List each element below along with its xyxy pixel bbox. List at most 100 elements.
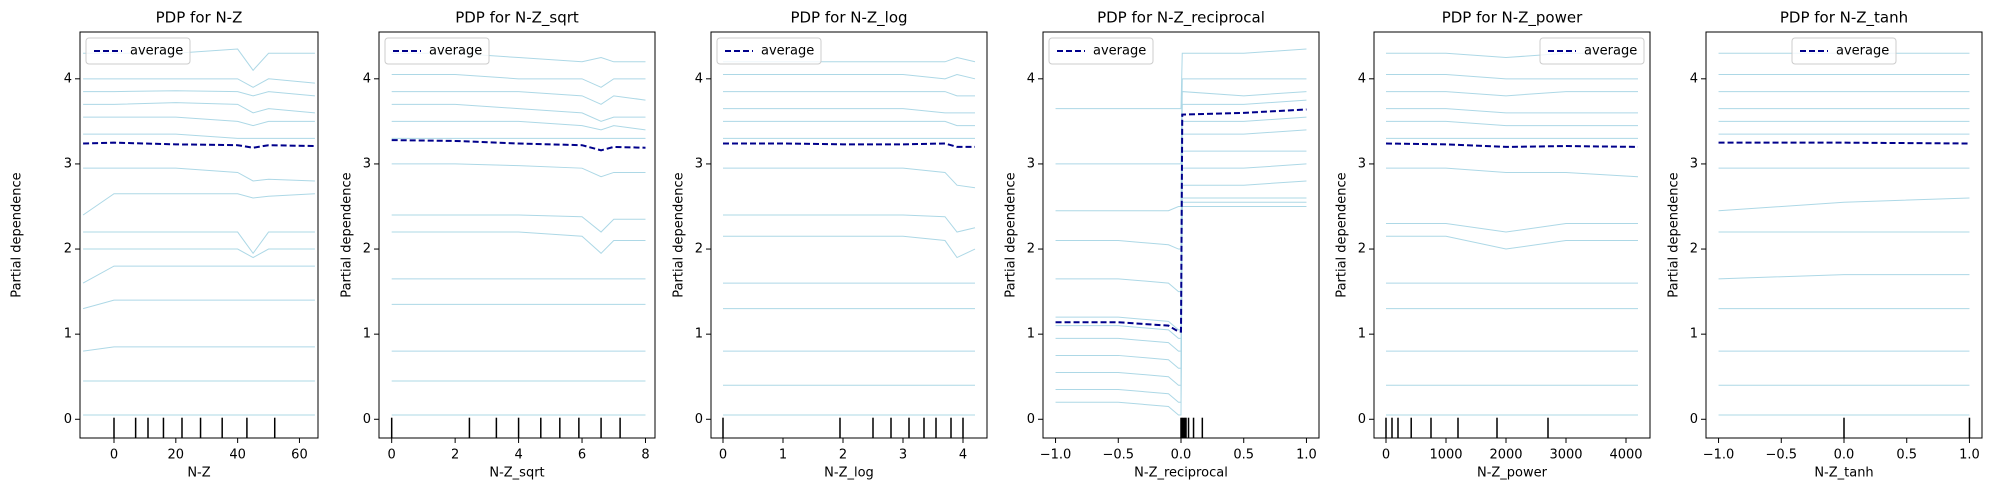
x-tick-label: 0.0 — [1834, 448, 1855, 463]
ice-line — [83, 90, 315, 97]
ice-line — [1718, 274, 1970, 280]
ice-line — [1386, 120, 1638, 127]
y-tick-label: 3 — [1690, 156, 1698, 171]
ice-line — [1386, 235, 1638, 250]
legend: average — [85, 37, 191, 65]
plot-area — [390, 52, 646, 438]
ice-line — [82, 265, 315, 284]
legend-label: average — [429, 44, 482, 59]
ice-line — [1055, 116, 1307, 293]
x-tick-label: 3 — [899, 448, 907, 463]
average-line — [1718, 141, 1970, 145]
subplot: PDP for N-Z_log N-Z_log Partial dependence… — [672, 9, 988, 481]
y-tick-label: 0 — [1690, 412, 1698, 427]
ice-line — [1386, 74, 1638, 80]
ice-line — [1386, 91, 1638, 97]
subplot: PDP for N-Z_sqrt N-Z_sqrt Partial dependen… — [340, 9, 656, 481]
subplot-title: PDP for N-Z_sqrt — [455, 9, 579, 28]
x-axis-label: N-Z — [187, 466, 210, 481]
y-tick-label: 1 — [1027, 327, 1035, 342]
ice-line — [1386, 223, 1638, 233]
y-tick-label: 1 — [1690, 327, 1698, 342]
x-tick-label: 1.0 — [1296, 448, 1317, 463]
legend-box — [716, 37, 822, 65]
ice-line — [83, 116, 315, 127]
ice-line — [1386, 167, 1639, 178]
ice-line — [723, 108, 975, 114]
y-tick-label: 3 — [363, 156, 371, 171]
ice-line — [1055, 78, 1307, 165]
y-axis-label: Partial dependence — [672, 172, 687, 297]
ice-line — [83, 133, 315, 139]
plot-area — [1385, 52, 1639, 438]
average-line — [391, 139, 646, 152]
y-axis-label: Partial dependence — [1335, 172, 1350, 297]
x-tick-label: −0.5 — [1765, 448, 1797, 463]
x-tick-label: 6 — [578, 448, 586, 463]
average-line — [83, 141, 315, 149]
y-tick-label: 0 — [363, 412, 371, 427]
legend: average — [1048, 37, 1154, 65]
x-tick-label: 1000 — [1429, 448, 1462, 463]
subplot: PDP for N-Z_reciprocal N-Z_reciprocal Part… — [1004, 9, 1320, 481]
y-tick-label: 4 — [1690, 71, 1698, 86]
y-tick-label: 2 — [363, 242, 371, 257]
y-tick-label: 3 — [695, 156, 703, 171]
ice-line — [391, 231, 646, 254]
x-tick-label: 3000 — [1549, 448, 1582, 463]
y-tick-label: 1 — [695, 327, 703, 342]
y-tick-label: 1 — [363, 327, 371, 342]
y-tick-label: 2 — [1027, 242, 1035, 257]
plot-area — [1055, 48, 1307, 438]
ice-line — [391, 163, 646, 178]
ice-line — [83, 231, 315, 255]
legend-label: average — [130, 44, 183, 59]
plot-area — [722, 57, 976, 438]
subplot-title: PDP for N-Z — [156, 9, 243, 27]
ice-line — [391, 91, 646, 105]
legend-label: average — [1584, 44, 1637, 59]
ice-line — [1055, 129, 1307, 331]
subplot-title: PDP for N-Z_log — [790, 9, 907, 28]
x-tick-label: 8 — [641, 448, 649, 463]
legend-box — [1048, 37, 1154, 65]
x-tick-label: 1.0 — [1959, 448, 1980, 463]
legend-box — [1791, 37, 1897, 65]
y-tick-label: 2 — [1690, 242, 1698, 257]
ice-line — [1055, 150, 1307, 339]
ice-line — [391, 214, 646, 233]
y-tick-label: 3 — [1358, 156, 1366, 171]
y-tick-label: 0 — [695, 412, 703, 427]
y-axis-label: Partial dependence — [1667, 172, 1682, 297]
y-axis-label: Partial dependence — [1004, 172, 1019, 297]
subplot: PDP for N-Z_power N-Z_power Partial depend… — [1335, 9, 1651, 481]
legend-box — [1539, 37, 1645, 65]
subplot-title: PDP for N-Z_reciprocal — [1097, 9, 1265, 28]
average-line — [723, 142, 975, 148]
y-tick-label: 3 — [64, 156, 72, 171]
ice-line — [1055, 180, 1307, 369]
legend: average — [1539, 37, 1645, 65]
ice-line — [723, 74, 976, 80]
ice-line — [1055, 48, 1307, 110]
x-tick-label: 2000 — [1489, 448, 1522, 463]
subplot-title: PDP for N-Z_tanh — [1780, 9, 1908, 28]
y-tick-label: 1 — [1358, 327, 1366, 342]
x-tick-label: 4 — [959, 448, 967, 463]
legend: average — [384, 37, 490, 65]
ice-line — [83, 248, 315, 259]
x-tick-label: −1.0 — [1703, 448, 1735, 463]
ice-line — [1718, 197, 1970, 212]
ice-line — [1055, 91, 1307, 212]
y-tick-label: 2 — [695, 242, 703, 257]
x-axis-label: N-Z_power — [1477, 466, 1548, 481]
axes-frame — [710, 31, 988, 439]
x-axis-label: N-Z_reciprocal — [1134, 466, 1228, 481]
y-tick-label: 2 — [64, 242, 72, 257]
ice-line — [391, 120, 646, 131]
ice-line — [1055, 197, 1307, 386]
y-tick-label: 0 — [1027, 412, 1035, 427]
ice-line — [391, 74, 646, 88]
x-tick-label: 0 — [388, 448, 396, 463]
x-tick-label: 20 — [168, 448, 185, 463]
